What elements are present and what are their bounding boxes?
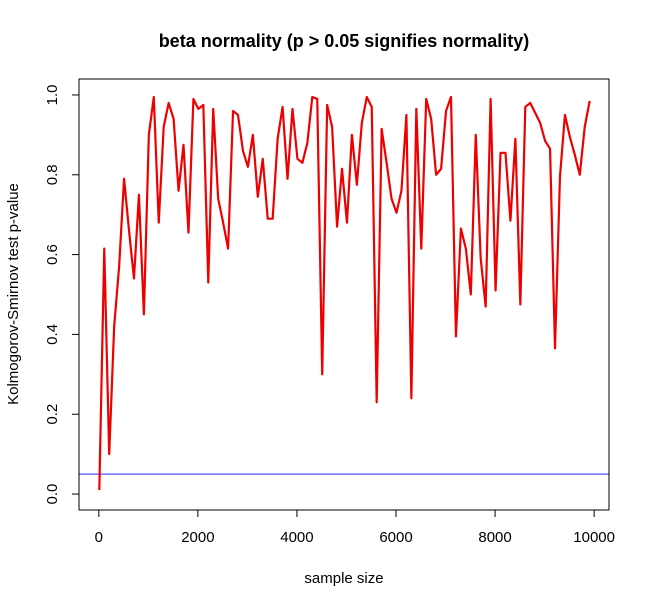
series-line bbox=[98, 95, 591, 491]
x-tick-label: 2000 bbox=[181, 529, 214, 546]
x-tick-label: 6000 bbox=[379, 529, 412, 546]
y-tick-label: 0.2 bbox=[44, 404, 61, 425]
chart-title: beta normality (p > 0.05 signifies norma… bbox=[159, 31, 530, 51]
y-tick-label: 0.0 bbox=[44, 484, 61, 505]
y-tick-label: 1.0 bbox=[44, 85, 61, 106]
x-axis-label: sample size bbox=[304, 570, 383, 587]
y-tick-label: 0.8 bbox=[44, 164, 61, 185]
y-tick-label: 0.4 bbox=[44, 324, 61, 345]
x-tick-label: 4000 bbox=[280, 529, 313, 546]
x-tick-label: 8000 bbox=[478, 529, 511, 546]
x-axis: 0 2000 4000 6000 8000 10000 bbox=[95, 509, 615, 546]
y-axis: 0.0 0.2 0.4 0.6 0.8 1.0 bbox=[44, 85, 80, 505]
y-axis-label: Kolmogorov-Smirnov test p-value bbox=[5, 183, 22, 405]
y-tick-label: 0.6 bbox=[44, 244, 61, 265]
x-tick-label: 0 bbox=[95, 529, 103, 546]
series-layer bbox=[98, 95, 591, 491]
x-tick-label: 10000 bbox=[573, 529, 615, 546]
